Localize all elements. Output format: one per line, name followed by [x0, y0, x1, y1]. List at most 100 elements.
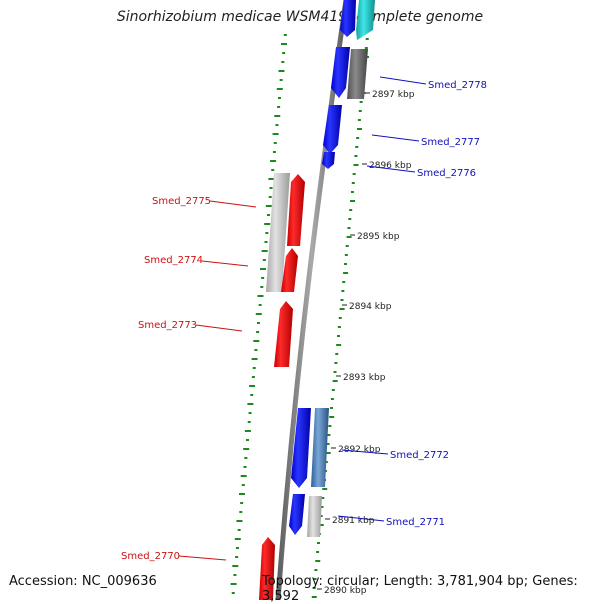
- gc-mark: [330, 407, 334, 409]
- gc-mark: [237, 529, 241, 531]
- product-box: [311, 408, 329, 487]
- gc-mark: [258, 304, 262, 306]
- gc-mark: [338, 317, 342, 319]
- gc-mark: [349, 209, 353, 211]
- gc-mark: [246, 439, 250, 441]
- gene-label: Smed_2770: [121, 551, 180, 562]
- gc-mark: [240, 475, 247, 477]
- gene-label: Smed_2771: [386, 517, 445, 528]
- gc-mark: [267, 214, 271, 216]
- gc-mark: [247, 421, 251, 423]
- gc-mark: [265, 232, 269, 234]
- gc-mark: [262, 259, 266, 261]
- gene-arrow: [287, 174, 305, 246]
- gc-mark: [324, 461, 328, 463]
- scale-ticks: 2897 kbp 2896 kbp 2895 kbp 2894 kbp 2893 kbp…: [317, 90, 415, 596]
- gc-mark: [249, 385, 256, 387]
- gc-mark: [334, 362, 338, 364]
- gc-mark: [280, 43, 287, 45]
- gene-leader-line: [178, 555, 227, 561]
- gc-mark: [268, 178, 275, 180]
- gene-arrow: [356, 0, 375, 40]
- gc-mark: [277, 97, 281, 99]
- reverse-gene-labels: Smed_2775 Smed_2774 Smed_2773 Smed_2770: [121, 196, 257, 562]
- gene-arrow: [281, 248, 298, 292]
- gc-mark: [279, 79, 283, 81]
- gene-label: Smed_2776: [417, 168, 476, 179]
- gc-mark: [254, 349, 258, 351]
- gene-arrow: [289, 494, 305, 535]
- gc-mark: [256, 331, 260, 333]
- gc-mark: [277, 106, 281, 108]
- gc-mark: [252, 367, 256, 369]
- gene-arrow: [259, 537, 275, 600]
- gc-mark: [354, 155, 358, 157]
- gc-mark: [235, 547, 239, 549]
- gene-leader-line: [195, 324, 243, 332]
- scale-tick-label: 2897 kbp: [372, 90, 415, 100]
- scale-tick-label: 2895 kbp: [357, 232, 400, 242]
- product-box: [266, 173, 290, 292]
- forward-gene-labels: Smed_2778 Smed_2777 Smed_2776 Smed_2772 Smed…: [337, 76, 487, 528]
- gene-leader-line: [201, 260, 249, 267]
- gc-mark: [332, 380, 338, 382]
- gc-mark: [336, 344, 342, 346]
- gc-mark: [325, 452, 331, 454]
- gc-mark: [241, 484, 245, 486]
- gc-mark: [321, 497, 325, 499]
- gc-mark: [320, 506, 324, 508]
- gc-mark: [358, 110, 362, 112]
- gene-arrow: [323, 105, 342, 154]
- gc-mark: [326, 443, 330, 445]
- gc-mark: [255, 313, 262, 315]
- gc-mark: [269, 187, 273, 189]
- gc-mark: [314, 569, 318, 571]
- gc-mark: [244, 430, 251, 432]
- gc-mark: [272, 133, 279, 135]
- gc-mark: [331, 389, 335, 391]
- scale-tick-label: 2896 kbp: [369, 161, 412, 171]
- gene-arrow: [291, 408, 311, 488]
- gc-mark: [345, 245, 349, 247]
- gc-mark: [337, 326, 341, 328]
- gc-mark: [240, 502, 244, 504]
- gene-arrow: [331, 47, 350, 98]
- gc-mark: [359, 101, 363, 103]
- gc-mark: [232, 565, 239, 567]
- gc-mark: [347, 227, 351, 229]
- gc-mark: [276, 88, 283, 90]
- gc-mark: [335, 353, 339, 355]
- gc-mark: [274, 115, 281, 117]
- gc-mark: [261, 277, 265, 279]
- gc-mark: [343, 272, 349, 274]
- scale-tick-label: 2892 kbp: [338, 445, 381, 455]
- gc-mark: [235, 556, 239, 558]
- gc-mark: [316, 551, 320, 553]
- genome-title: Sinorhizobium medicae WSM419, complete g…: [116, 9, 484, 25]
- gc-mark: [257, 295, 264, 297]
- gc-mark: [330, 398, 334, 400]
- gc-mark: [265, 205, 272, 207]
- gc-mark: [327, 434, 331, 436]
- gene-label: Smed_2778: [428, 80, 487, 91]
- gc-mark: [315, 560, 321, 562]
- gc-mark: [275, 124, 279, 126]
- gc-mark: [328, 425, 332, 427]
- scale-tick-label: 2890 kbp: [324, 586, 367, 596]
- scale-tick-label: 2891 kbp: [332, 516, 375, 526]
- gene-arrow: [340, 0, 356, 37]
- gc-mark: [313, 578, 317, 580]
- gene-leader-line: [337, 515, 385, 522]
- gc-mark: [259, 268, 266, 270]
- gc-mark: [230, 583, 237, 585]
- gene-leader-line: [371, 134, 420, 142]
- gc-mark: [357, 119, 361, 121]
- gene-arrow: [322, 152, 335, 169]
- gene-leader-line: [209, 200, 257, 208]
- gc-mark: [233, 574, 237, 576]
- gc-mark: [260, 286, 264, 288]
- gc-mark: [351, 182, 355, 184]
- gene-label: Smed_2772: [390, 450, 449, 461]
- gc-mark: [231, 592, 235, 594]
